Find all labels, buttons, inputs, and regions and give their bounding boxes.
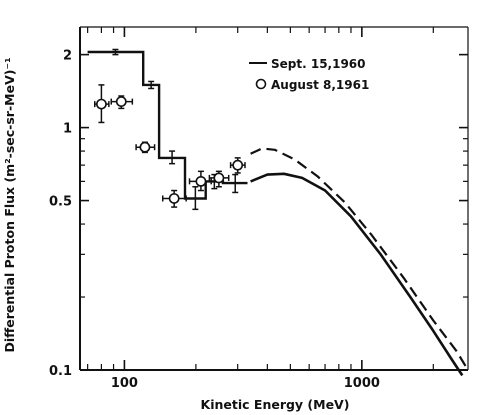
- data-point-1961: [168, 193, 180, 204]
- x-tick-label: 1000: [344, 376, 380, 391]
- data-point-1961: [139, 141, 151, 153]
- data-point-1961: [213, 172, 225, 184]
- data-group: [87, 48, 469, 377]
- legend-label-1961: August 8,1961: [271, 78, 369, 92]
- x-axis-label: Kinetic Energy (MeV): [201, 397, 350, 412]
- y-axis-label: Differential Proton Flux (m²-sec-sr-MeV)…: [2, 57, 17, 352]
- legend: Sept. 15,1960 August 8,1961: [249, 57, 369, 92]
- dashed-curve: [250, 147, 469, 371]
- data-point-1961: [96, 98, 107, 110]
- data-point-1961: [115, 96, 127, 108]
- y-tick-label: 1: [63, 122, 72, 137]
- y-tick-label: 0.5: [49, 195, 72, 210]
- y-tick-label: 2: [63, 49, 72, 64]
- y-tick-label: 0.1: [49, 364, 72, 379]
- legend-label-1960: Sept. 15,1960: [271, 57, 366, 71]
- plot-frame-group: [79, 26, 469, 371]
- ticks-group: 0.1 0.5 1 2 100 1000: [49, 27, 468, 391]
- x-tick-label: 100: [111, 376, 138, 391]
- legend-circle-marker: [255, 78, 267, 90]
- data-point-1961: [195, 175, 207, 187]
- data-point-1961: [232, 159, 244, 171]
- solid-curve: [250, 172, 464, 377]
- step-line-1960: [87, 50, 248, 200]
